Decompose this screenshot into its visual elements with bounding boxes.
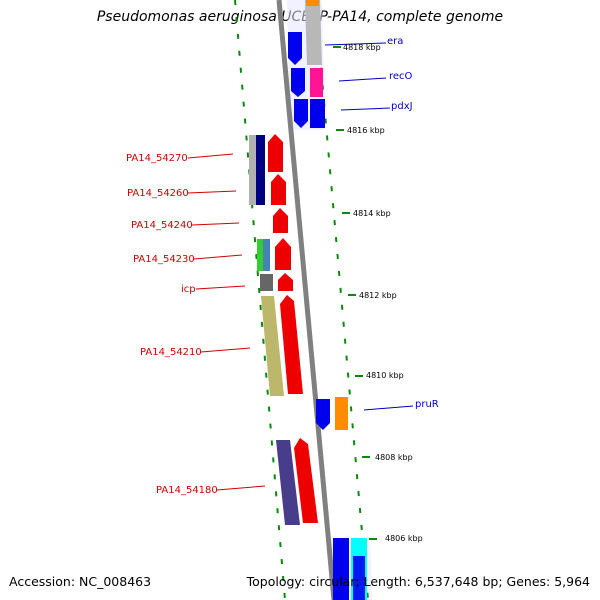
kbp-labels: 4818 kbp 4816 kbp 4814 kbp 4812 kbp 4810… [343, 43, 423, 543]
gene-PA14-54270[interactable] [249, 134, 283, 205]
kbp-label: 4814 kbp [353, 209, 391, 218]
kbp-label: 4818 kbp [343, 43, 381, 52]
gene-label-PA14-54260[interactable]: PA14_54260 [127, 188, 189, 199]
kbp-label: 4808 kbp [375, 453, 413, 462]
gene-PA14-54260[interactable] [271, 174, 286, 205]
gene-era[interactable] [288, 0, 322, 65]
kbp-label: 4816 kbp [347, 126, 385, 135]
gene-label-pdxJ[interactable]: pdxJ [391, 101, 413, 112]
kbp-ticks [333, 46, 377, 540]
kbp-label: 4810 kbp [366, 371, 404, 380]
gene-PA14-54240[interactable] [273, 208, 288, 233]
gene-label-pruR[interactable]: pruR [415, 399, 439, 410]
kbp-label: 4806 kbp [385, 534, 423, 543]
gene-label-PA14-54210[interactable]: PA14_54210 [140, 347, 202, 358]
gene-recO[interactable] [291, 68, 323, 97]
gene-label-PA14-54270[interactable]: PA14_54270 [126, 153, 188, 164]
gene-PA14-54210[interactable] [261, 295, 303, 396]
accession-text: Accession: NC_008463 [9, 574, 152, 589]
gene-bottom-pair[interactable] [333, 538, 367, 600]
gene-icp[interactable] [260, 273, 293, 291]
gene-label-PA14-54240[interactable]: PA14_54240 [131, 220, 193, 231]
left-leaders [187, 153, 266, 491]
gene-label-recO[interactable]: recO [389, 71, 413, 82]
gene-label-icp[interactable]: icp [181, 284, 196, 295]
right-leaders [324, 42, 414, 411]
genome-backbone [276, 0, 337, 600]
right-gene-labels: era recO pdxJ pruR [387, 36, 439, 410]
kbp-label: 4812 kbp [359, 291, 397, 300]
gene-label-PA14-54180[interactable]: PA14_54180 [156, 485, 218, 496]
gene-PA14-54230[interactable] [257, 238, 291, 271]
gene-label-PA14-54230[interactable]: PA14_54230 [133, 254, 195, 265]
gene-pruR[interactable] [316, 397, 348, 430]
left-gene-labels: PA14_54270 PA14_54260 PA14_54240 PA14_54… [126, 153, 218, 496]
gene-PA14-54180[interactable] [276, 438, 318, 525]
gene-label-era[interactable]: era [387, 36, 403, 47]
genome-summary-text: Topology: circular; Length: 6,537,648 bp… [246, 574, 590, 589]
gene-pdxJ[interactable] [294, 99, 325, 128]
